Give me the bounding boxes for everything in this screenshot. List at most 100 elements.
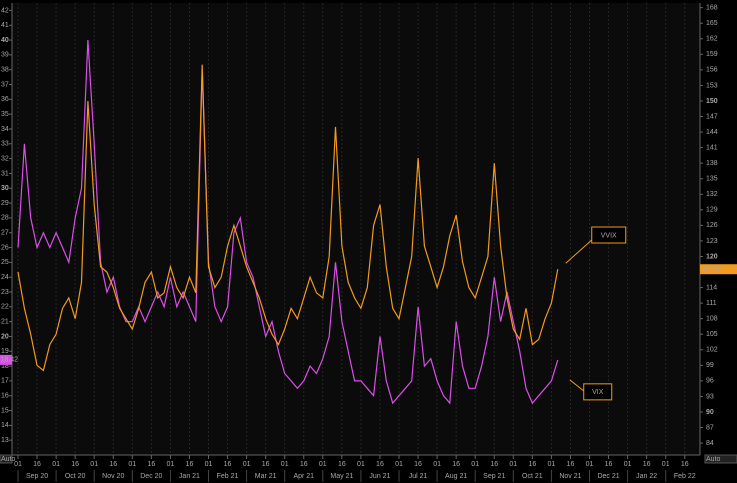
y2-tick-label: 138 <box>706 160 718 167</box>
month-label: May 21 <box>330 473 353 480</box>
y2-tick-label: 132 <box>706 191 718 198</box>
series-line <box>17 39 559 405</box>
month-label: Jan 21 <box>179 473 200 480</box>
y2-tick-label: 126 <box>706 222 718 229</box>
y-tick-label: 35 <box>1 111 9 118</box>
y2-tick-label: 159 <box>706 51 718 58</box>
x-tick-label: 16 <box>33 461 41 468</box>
y2-tick-label: 147 <box>706 113 718 120</box>
last-value-label: 117.54 <box>702 266 723 273</box>
x-tick-label: 16 <box>147 461 155 468</box>
y-tick-label: 16 <box>1 393 9 400</box>
y-tick-label: 23 <box>1 289 9 296</box>
y-tick-label: 18 <box>1 363 9 370</box>
y-tick-label: 27 <box>1 230 9 237</box>
y2-tick-label: 108 <box>706 316 718 323</box>
x-tick-label: 01 <box>586 461 594 468</box>
x-tick-label: 01 <box>433 461 441 468</box>
series-line <box>17 64 559 372</box>
y2-tick-label: 99 <box>706 362 714 369</box>
y2-tick-label: 105 <box>706 331 718 338</box>
y2-tick-label: 135 <box>706 176 718 183</box>
last-value-box <box>0 354 12 365</box>
x-tick-label: 16 <box>528 461 536 468</box>
x-tick-label: 16 <box>643 461 651 468</box>
x-tick-label: 01 <box>243 461 251 468</box>
y-tick-label: 14 <box>1 422 9 429</box>
y-tick-label: 31 <box>1 170 9 177</box>
y2-tick-label: 162 <box>706 36 718 43</box>
y-tick-label: 33 <box>1 141 9 148</box>
month-label: Oct 21 <box>522 473 543 480</box>
y-tick-label: 28 <box>1 215 9 222</box>
y-tick-label: 24 <box>1 274 9 281</box>
month-label: Jun 21 <box>369 473 390 480</box>
x-tick-label: 01 <box>90 461 98 468</box>
month-label: Dec 21 <box>597 473 619 480</box>
x-tick-label: 16 <box>567 461 575 468</box>
y2-tick-label: 129 <box>706 207 718 214</box>
y2-tick-label: 120 <box>706 253 718 260</box>
x-tick-label: 01 <box>509 461 517 468</box>
x-tick-label: 01 <box>14 461 22 468</box>
month-label: Apr 21 <box>293 473 314 480</box>
x-tick-label: 16 <box>414 461 422 468</box>
y-tick-label: 41 <box>1 22 9 29</box>
y-tick-label: 32 <box>1 155 9 162</box>
x-tick-label: 01 <box>548 461 556 468</box>
y2-tick-label: 90 <box>706 409 714 416</box>
x-tick-label: 16 <box>109 461 117 468</box>
y-tick-label: 38 <box>1 67 9 74</box>
y2-tick-label: 114 <box>706 284 717 291</box>
month-label: Sep 20 <box>26 473 48 480</box>
month-label: Feb 22 <box>674 473 696 480</box>
month-label: Jul 21 <box>409 473 428 480</box>
y2-tick-label: 165 <box>706 20 718 27</box>
y2-tick-label: 153 <box>706 82 718 89</box>
y2-tick-label: 150 <box>706 98 718 105</box>
y-tick-label: 15 <box>1 407 9 414</box>
y2-tick-label: 93 <box>706 393 714 400</box>
y2-tick-label: 102 <box>706 347 718 354</box>
month-label: Nov 20 <box>102 473 124 480</box>
x-tick-label: 01 <box>471 461 479 468</box>
x-tick-label: 01 <box>395 461 403 468</box>
auto-label: Auto <box>706 456 721 463</box>
x-tick-label: 01 <box>624 461 632 468</box>
y-tick-label: 30 <box>1 185 9 192</box>
month-label: Oct 20 <box>65 473 86 480</box>
x-tick-label: 16 <box>376 461 384 468</box>
y2-tick-label: 84 <box>706 440 714 447</box>
x-tick-label: 16 <box>186 461 194 468</box>
x-tick-label: 16 <box>224 461 232 468</box>
y2-tick-label: 123 <box>706 238 718 245</box>
last-value-label: 18.42 <box>1 357 19 364</box>
month-label: Sep 21 <box>483 473 505 480</box>
x-tick-label: 01 <box>128 461 136 468</box>
annotation-label: VIX <box>592 389 604 396</box>
x-tick-label: 01 <box>281 461 289 468</box>
y-tick-label: 20 <box>1 333 9 340</box>
y-tick-label: 17 <box>1 378 9 385</box>
y-tick-label: 36 <box>1 96 9 103</box>
y-tick-label: 34 <box>1 126 9 133</box>
y-tick-label: 42 <box>1 7 9 14</box>
x-tick-label: 16 <box>681 461 689 468</box>
x-tick-label: 16 <box>338 461 346 468</box>
y-tick-label: 13 <box>1 437 9 444</box>
month-label: Aug 21 <box>445 473 467 480</box>
y2-tick-label: 87 <box>706 424 714 431</box>
y2-tick-label: 141 <box>706 144 718 151</box>
x-tick-label: 01 <box>205 461 213 468</box>
month-label: Jan 22 <box>636 473 657 480</box>
y-tick-label: 26 <box>1 244 9 251</box>
y-tick-label: 19 <box>1 348 9 355</box>
y-tick-label: 29 <box>1 200 9 207</box>
y-tick-label: 22 <box>1 304 9 311</box>
x-tick-label: 16 <box>490 461 498 468</box>
auto-box <box>704 454 737 464</box>
x-tick-label: 16 <box>262 461 270 468</box>
y-tick-label: 21 <box>1 318 9 325</box>
x-tick-label: 01 <box>357 461 365 468</box>
